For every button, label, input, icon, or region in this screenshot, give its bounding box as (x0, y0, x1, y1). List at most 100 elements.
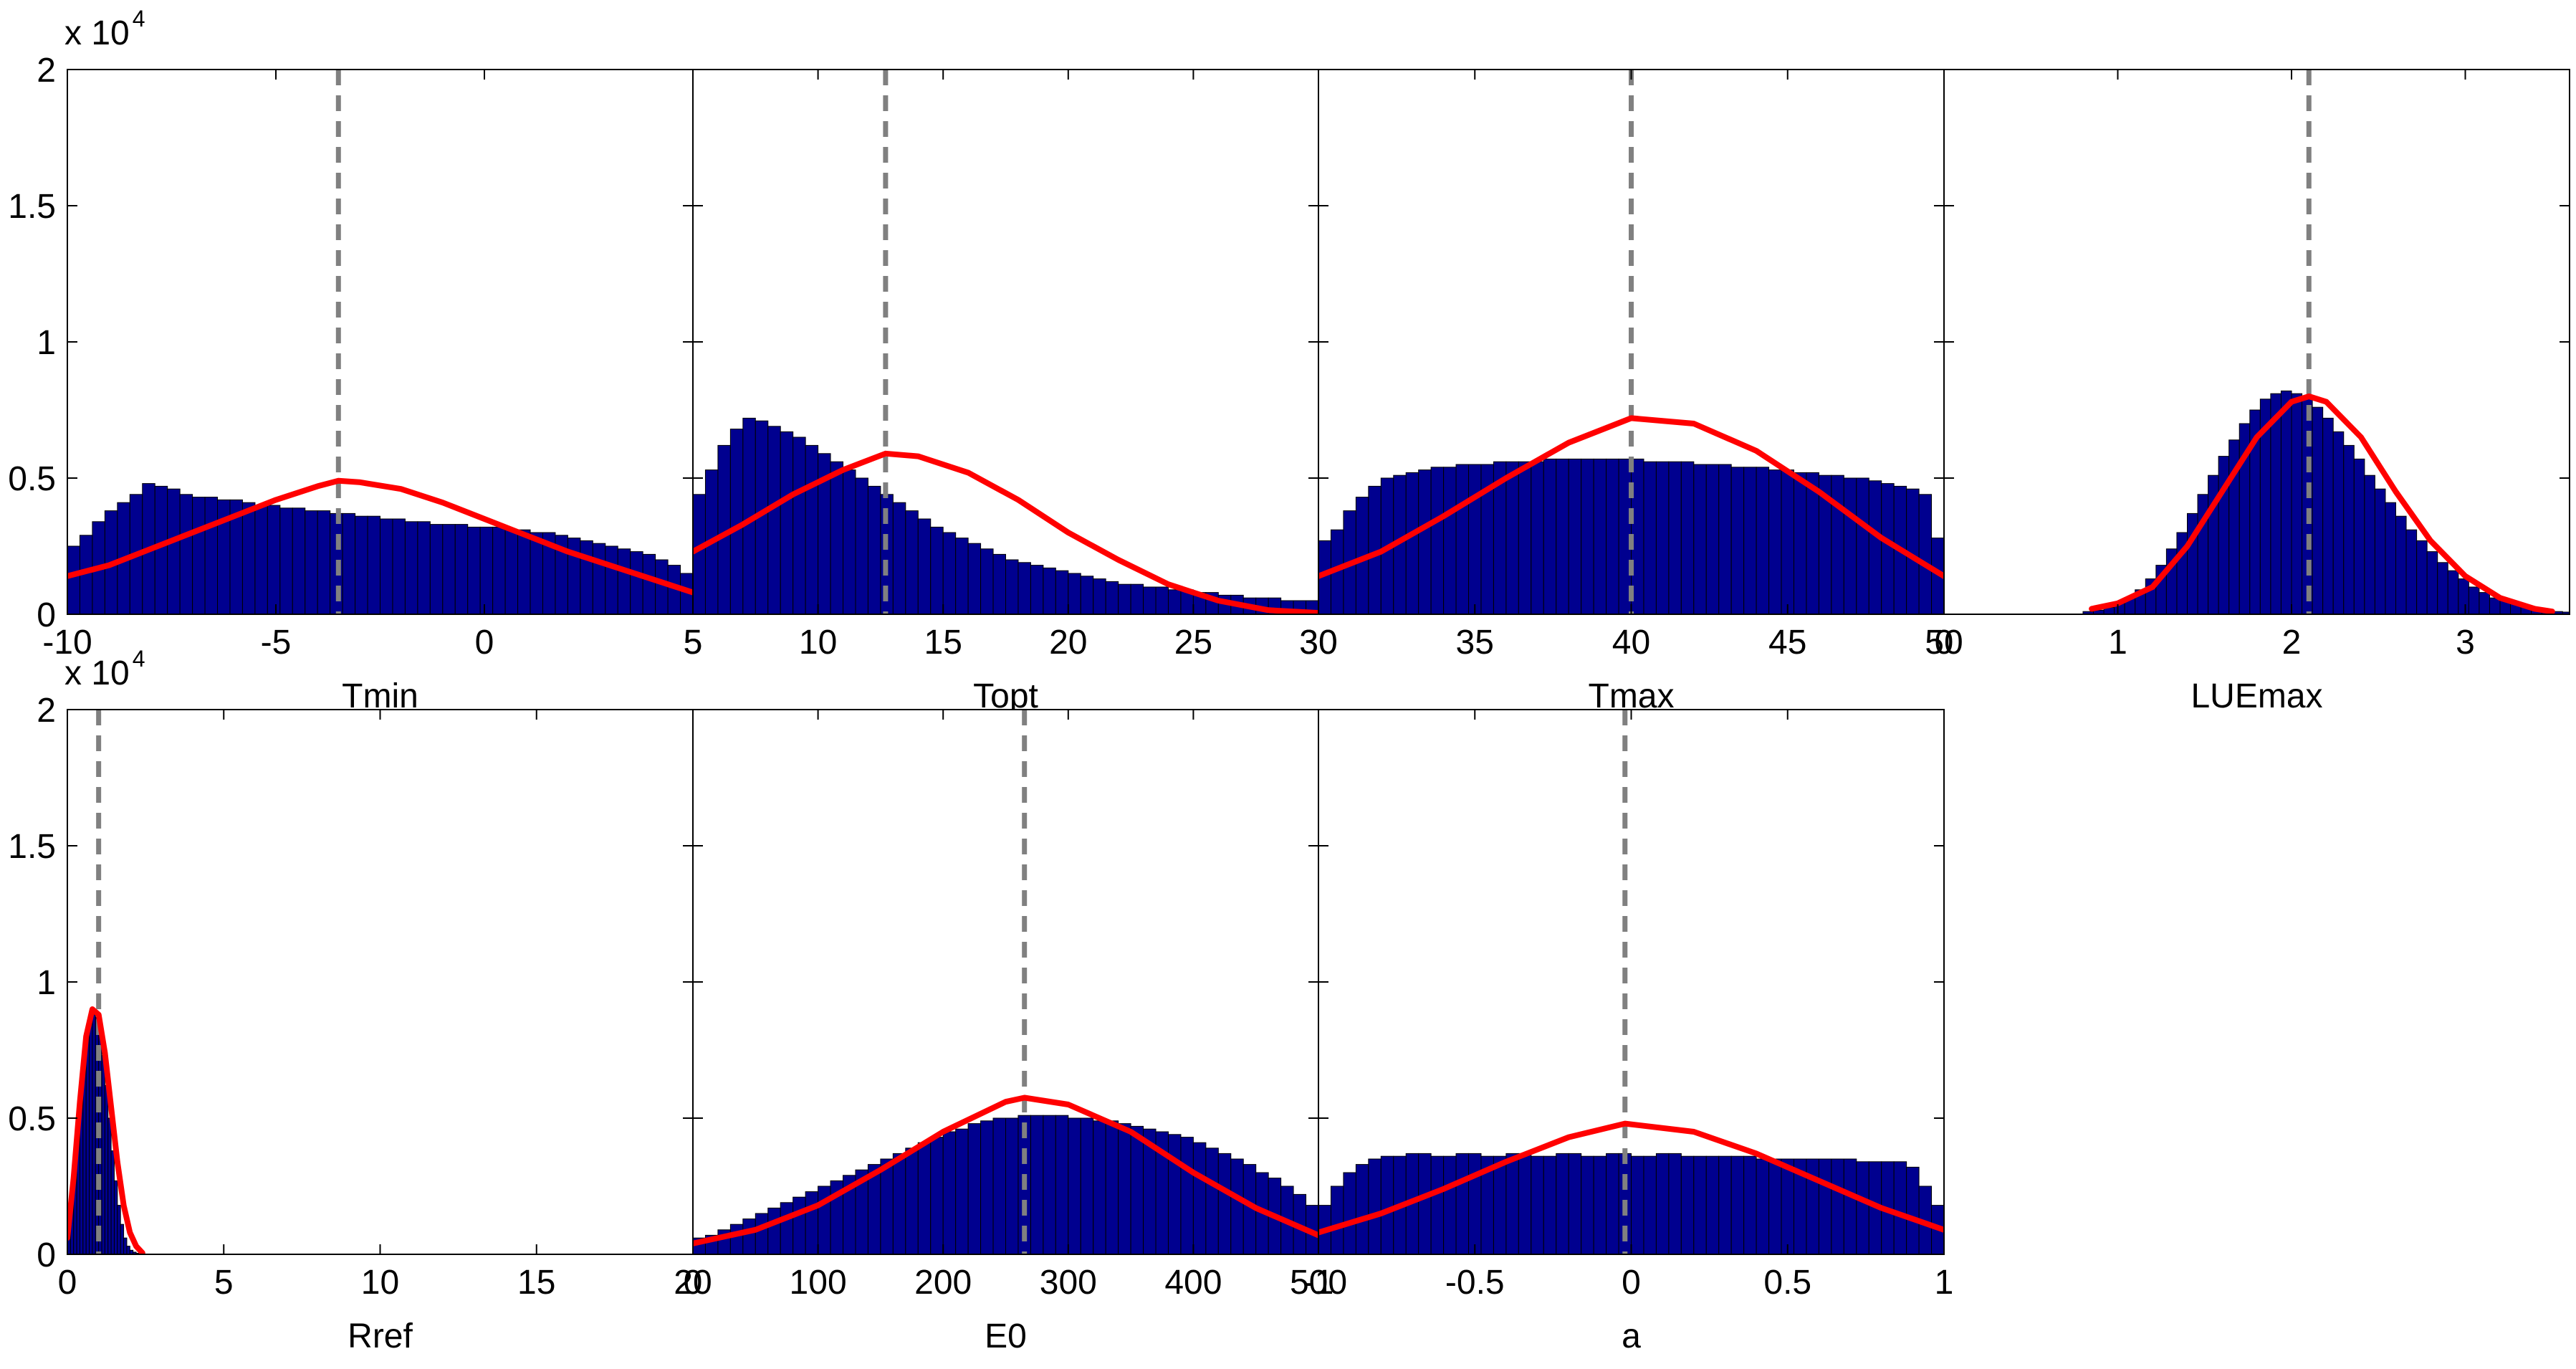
y-exponent-label: x 10 (64, 14, 130, 52)
histogram-bar (1531, 461, 1544, 614)
histogram-bar (1680, 1155, 1695, 1254)
histogram-bar (1093, 578, 1106, 614)
x-tick-label: 0 (684, 1264, 703, 1302)
histogram-bar (955, 1128, 969, 1254)
histogram-bar (98, 1030, 102, 1254)
histogram-bar (392, 518, 406, 614)
histogram-bar (1856, 1161, 1869, 1254)
histogram-bar (1192, 1142, 1207, 1254)
histogram-bar (2291, 393, 2303, 614)
histogram-bar (780, 1202, 794, 1254)
histogram-bar (1793, 472, 1807, 614)
histogram-bar (1718, 464, 1732, 614)
x-tick-label: 1 (2108, 624, 2127, 662)
histogram-bar (1606, 1153, 1619, 1254)
x-tick-label: 45 (1768, 624, 1806, 662)
x-tick-label: 35 (1456, 624, 1494, 662)
x-tick-label: 100 (790, 1264, 847, 1302)
histogram-bar (1856, 477, 1869, 614)
y-tick-label: 2 (37, 52, 56, 90)
histogram-bar (1018, 562, 1031, 614)
x-tick-label: 0 (1622, 1264, 1641, 1302)
x-tick-label: -0.5 (1445, 1264, 1505, 1302)
histogram-bar (1756, 467, 1770, 614)
histogram-bar (1593, 458, 1607, 614)
histogram-bar (793, 437, 806, 614)
histogram-bar (1005, 1117, 1019, 1254)
histogram-bar (1643, 1155, 1657, 1254)
histogram-bar (955, 538, 969, 614)
histogram-bar (305, 510, 318, 614)
histogram-bar (793, 1196, 806, 1254)
histogram-bar (1693, 1155, 1707, 1254)
histogram-bar (1543, 1155, 1557, 1254)
histogram-bar (1468, 464, 1482, 614)
histogram-bar (1918, 494, 1933, 614)
histogram-bar (1831, 1158, 1844, 1254)
histogram-bar (2343, 444, 2355, 614)
histogram-bar (867, 485, 881, 614)
x-tick-label: 3 (2456, 624, 2475, 662)
histogram-bar (830, 461, 844, 614)
x-tick-label: 300 (1040, 1264, 1097, 1302)
histogram-bar (693, 494, 706, 614)
panel-a: -1 -0.5 0 0.5 1 a (1303, 709, 1953, 1355)
histogram-bar (1781, 469, 1794, 614)
histogram-bar (805, 444, 819, 614)
histogram-bar (292, 507, 306, 614)
histogram-bar (655, 559, 669, 614)
histogram-bar (992, 553, 1007, 614)
histogram-bar (1118, 1123, 1131, 1254)
histogram-bar (1693, 464, 1707, 614)
x-tick-label: -5 (261, 624, 292, 662)
y-tick-label: 1.5 (8, 188, 56, 226)
histogram-bar (1430, 1155, 1445, 1254)
y-exponent-power: 4 (133, 646, 145, 672)
histogram-bar (342, 512, 356, 614)
histogram-bar (67, 545, 80, 614)
histogram-bar (1518, 1153, 1532, 1254)
histogram-bar (1568, 458, 1582, 614)
x-tick-label: 0.5 (1763, 1264, 1811, 1302)
histogram-bar (1655, 1153, 1670, 1254)
x-tick-label: 30 (1299, 624, 1337, 662)
histogram-bar (967, 1123, 982, 1254)
histogram-bar (1093, 1120, 1106, 1254)
histogram-bar (1655, 461, 1670, 614)
histogram-bar (1455, 464, 1470, 614)
histogram-bar (530, 532, 543, 614)
histogram-bar (905, 1148, 919, 1254)
histogram-bar (1030, 565, 1044, 614)
histogram-bar (279, 507, 293, 614)
histogram-bar (1055, 570, 1069, 614)
histogram-bar (2374, 488, 2386, 614)
x-axis-label: LUEmax (2190, 677, 2322, 715)
histogram-bar (805, 1191, 819, 1254)
x-tick-label: 20 (674, 1264, 712, 1302)
histogram-bar (780, 431, 794, 614)
histogram-bar (2364, 474, 2375, 614)
histogram-bar (2562, 611, 2570, 614)
x-tick-label: 200 (914, 1264, 972, 1302)
histogram-bar (1430, 467, 1445, 614)
histogram-bar (2322, 417, 2334, 614)
histogram-bar (1643, 461, 1657, 614)
histogram-bar (1743, 467, 1757, 614)
histogram-bar (1556, 1153, 1569, 1254)
histogram-bar (1730, 467, 1745, 614)
y-tick-label: 0.5 (8, 1100, 56, 1138)
histogram-bar (1118, 583, 1131, 614)
histogram-bar (267, 505, 281, 614)
histogram-bar (617, 548, 631, 614)
histogram-bar (1005, 559, 1019, 614)
histogram-bar (2280, 390, 2292, 614)
x-tick-label: 0 (1935, 624, 1954, 662)
histogram-bar (942, 1131, 957, 1254)
histogram-bar (892, 502, 906, 614)
histogram-bar (2458, 578, 2469, 614)
histogram-bar (917, 1142, 932, 1254)
axes-background (67, 710, 693, 1254)
